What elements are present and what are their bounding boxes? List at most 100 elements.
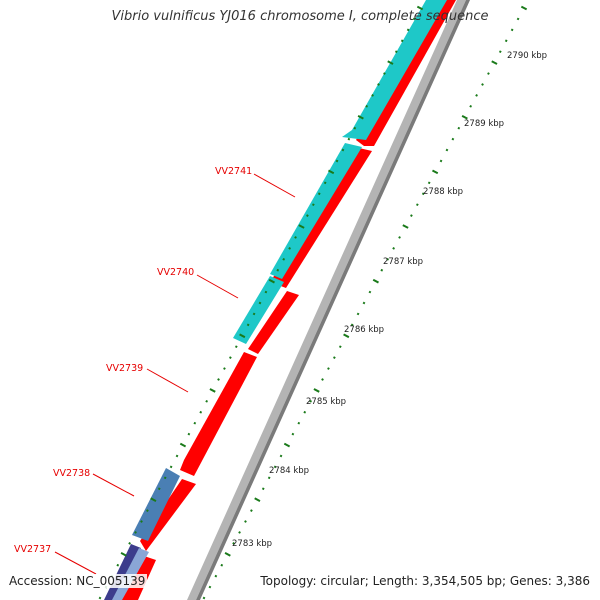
minor-tick bbox=[504, 39, 508, 43]
major-tick bbox=[461, 114, 468, 120]
minor-tick bbox=[244, 520, 247, 523]
minor-tick bbox=[258, 301, 262, 305]
minor-tick bbox=[98, 596, 102, 600]
major-tick bbox=[120, 552, 127, 557]
minor-tick bbox=[481, 83, 484, 86]
minor-tick bbox=[333, 356, 336, 359]
gene-label: VV2738 bbox=[53, 468, 90, 479]
gene-label: VV2739 bbox=[106, 363, 143, 374]
minor-tick bbox=[510, 28, 514, 32]
major-tick bbox=[520, 5, 528, 11]
minor-tick bbox=[406, 28, 410, 32]
minor-tick bbox=[303, 410, 307, 414]
scale-label: 2784 kbp bbox=[269, 466, 309, 476]
minor-tick bbox=[380, 268, 384, 272]
minor-tick bbox=[412, 17, 416, 21]
gene-label: VV2737 bbox=[14, 544, 51, 555]
major-tick bbox=[372, 278, 379, 284]
minor-tick bbox=[134, 531, 137, 534]
minor-tick bbox=[498, 50, 502, 54]
minor-tick bbox=[427, 181, 431, 185]
minor-tick bbox=[238, 531, 241, 534]
minor-tick bbox=[157, 487, 161, 491]
minor-tick bbox=[335, 159, 339, 163]
minor-tick bbox=[347, 137, 351, 141]
minor-tick bbox=[214, 574, 218, 578]
minor-tick bbox=[140, 520, 143, 523]
minor-tick bbox=[516, 17, 520, 21]
minor-tick bbox=[202, 596, 206, 600]
minor-tick bbox=[321, 378, 324, 381]
minor-tick bbox=[309, 399, 313, 403]
minor-tick bbox=[193, 421, 197, 425]
major-tick bbox=[327, 169, 335, 175]
major-tick bbox=[491, 60, 498, 65]
gene-reverse-arrow bbox=[270, 143, 362, 279]
minor-tick bbox=[362, 301, 366, 305]
minor-tick bbox=[288, 247, 291, 250]
minor-tick bbox=[439, 159, 443, 163]
minor-tick bbox=[386, 257, 390, 261]
scale-label: 2783 kbp bbox=[232, 539, 272, 549]
gene-label-leader bbox=[196, 274, 239, 299]
minor-tick bbox=[311, 203, 315, 207]
minor-tick bbox=[291, 432, 295, 436]
minor-tick bbox=[457, 126, 461, 130]
major-tick bbox=[254, 497, 261, 502]
minor-tick bbox=[338, 345, 342, 349]
minor-tick bbox=[246, 323, 250, 327]
sequence-summary: Topology: circular; Length: 3,354,505 bp… bbox=[258, 574, 592, 588]
scale-label: 2789 kbp bbox=[464, 119, 504, 129]
minor-tick bbox=[392, 247, 395, 250]
minor-tick bbox=[415, 203, 419, 207]
minor-tick bbox=[350, 323, 354, 327]
gene-forward-arrow bbox=[180, 352, 257, 476]
map-title: Vibrio vulnificus YJ016 chromosome I, co… bbox=[111, 9, 489, 24]
minor-tick bbox=[487, 72, 490, 75]
minor-tick bbox=[356, 312, 360, 316]
gene-label-leader bbox=[253, 173, 296, 198]
minor-tick bbox=[169, 465, 173, 469]
inner-tick-marks bbox=[98, 5, 424, 600]
major-tick bbox=[224, 552, 231, 557]
minor-tick bbox=[146, 509, 149, 512]
minor-tick bbox=[217, 378, 220, 381]
minor-tick bbox=[282, 257, 286, 261]
scale-label: 2785 kbp bbox=[306, 397, 346, 407]
minor-tick bbox=[250, 509, 253, 512]
minor-tick bbox=[451, 137, 455, 141]
minor-tick bbox=[223, 367, 226, 370]
major-tick bbox=[209, 388, 216, 393]
major-tick bbox=[239, 333, 246, 339]
minor-tick bbox=[317, 192, 321, 196]
minor-tick bbox=[421, 192, 425, 196]
minor-tick bbox=[276, 268, 280, 272]
gene-forward-arrow bbox=[248, 291, 299, 354]
minor-tick bbox=[371, 94, 374, 97]
scale-tick-marks bbox=[202, 5, 528, 600]
minor-tick bbox=[187, 432, 191, 436]
minor-tick bbox=[377, 83, 380, 86]
minor-tick bbox=[208, 585, 212, 589]
minor-tick bbox=[297, 421, 301, 425]
minor-tick bbox=[279, 454, 283, 458]
minor-tick bbox=[394, 50, 398, 54]
gene-label-leader bbox=[146, 368, 189, 393]
minor-tick bbox=[264, 290, 268, 294]
major-tick bbox=[313, 388, 320, 393]
scale-label: 2787 kbp bbox=[383, 257, 423, 267]
minor-tick bbox=[400, 39, 404, 43]
major-tick bbox=[298, 224, 305, 229]
backbone-ring-shadow bbox=[196, 0, 470, 600]
gene-label-leader bbox=[54, 551, 97, 575]
major-tick bbox=[179, 442, 187, 448]
minor-tick bbox=[232, 542, 235, 545]
major-tick bbox=[416, 5, 424, 11]
minor-tick bbox=[398, 236, 401, 239]
major-tick bbox=[387, 60, 394, 65]
major-tick bbox=[431, 169, 439, 175]
gene-label-leader bbox=[92, 473, 135, 497]
minor-tick bbox=[175, 454, 179, 458]
minor-tick bbox=[273, 465, 277, 469]
